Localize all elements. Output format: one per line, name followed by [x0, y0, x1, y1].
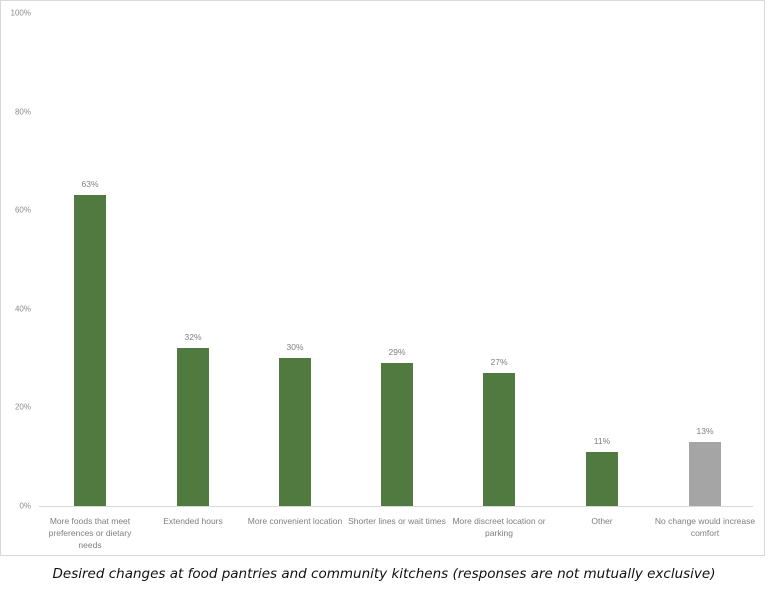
y-tick-label: 80% [14, 107, 31, 117]
bar-value-label: 63% [81, 179, 99, 190]
bar [586, 451, 618, 506]
bar-value-label: 13% [696, 425, 714, 436]
bar [74, 195, 106, 506]
bar [177, 348, 209, 506]
x-category-label: Other [591, 516, 613, 526]
y-tick-label: 20% [14, 402, 31, 412]
bar-value-label: 11% [593, 435, 611, 446]
x-category-label: Extended hours [163, 516, 223, 526]
x-category-label: No change would increase comfort [654, 516, 756, 538]
x-category-label: More foods that meet preferences or diet… [48, 516, 132, 550]
x-axis-baseline [39, 506, 753, 507]
bar-value-label: 27% [490, 356, 508, 367]
x-category-label: More discreet location or parking [452, 516, 546, 538]
bar-value-label: 32% [184, 332, 202, 343]
y-tick-label: 0% [19, 501, 31, 511]
bar-value-label: 29% [388, 347, 406, 358]
x-category-label: Shorter lines or wait times [348, 516, 446, 526]
y-tick-label: 100% [10, 8, 31, 18]
x-category-label: More convenient location [247, 516, 343, 526]
chart-caption: Desired changes at food pantries and com… [52, 566, 716, 582]
y-tick-label: 40% [14, 304, 31, 314]
chart-frame: 0% 20% 40% 60% 80% 100% 63% More foods that me… [0, 0, 765, 556]
bar [381, 363, 413, 506]
bar [279, 358, 311, 506]
bar-value-label: 30% [286, 342, 304, 353]
y-tick-label: 60% [14, 205, 31, 215]
bar [689, 441, 721, 506]
bar [483, 372, 515, 506]
